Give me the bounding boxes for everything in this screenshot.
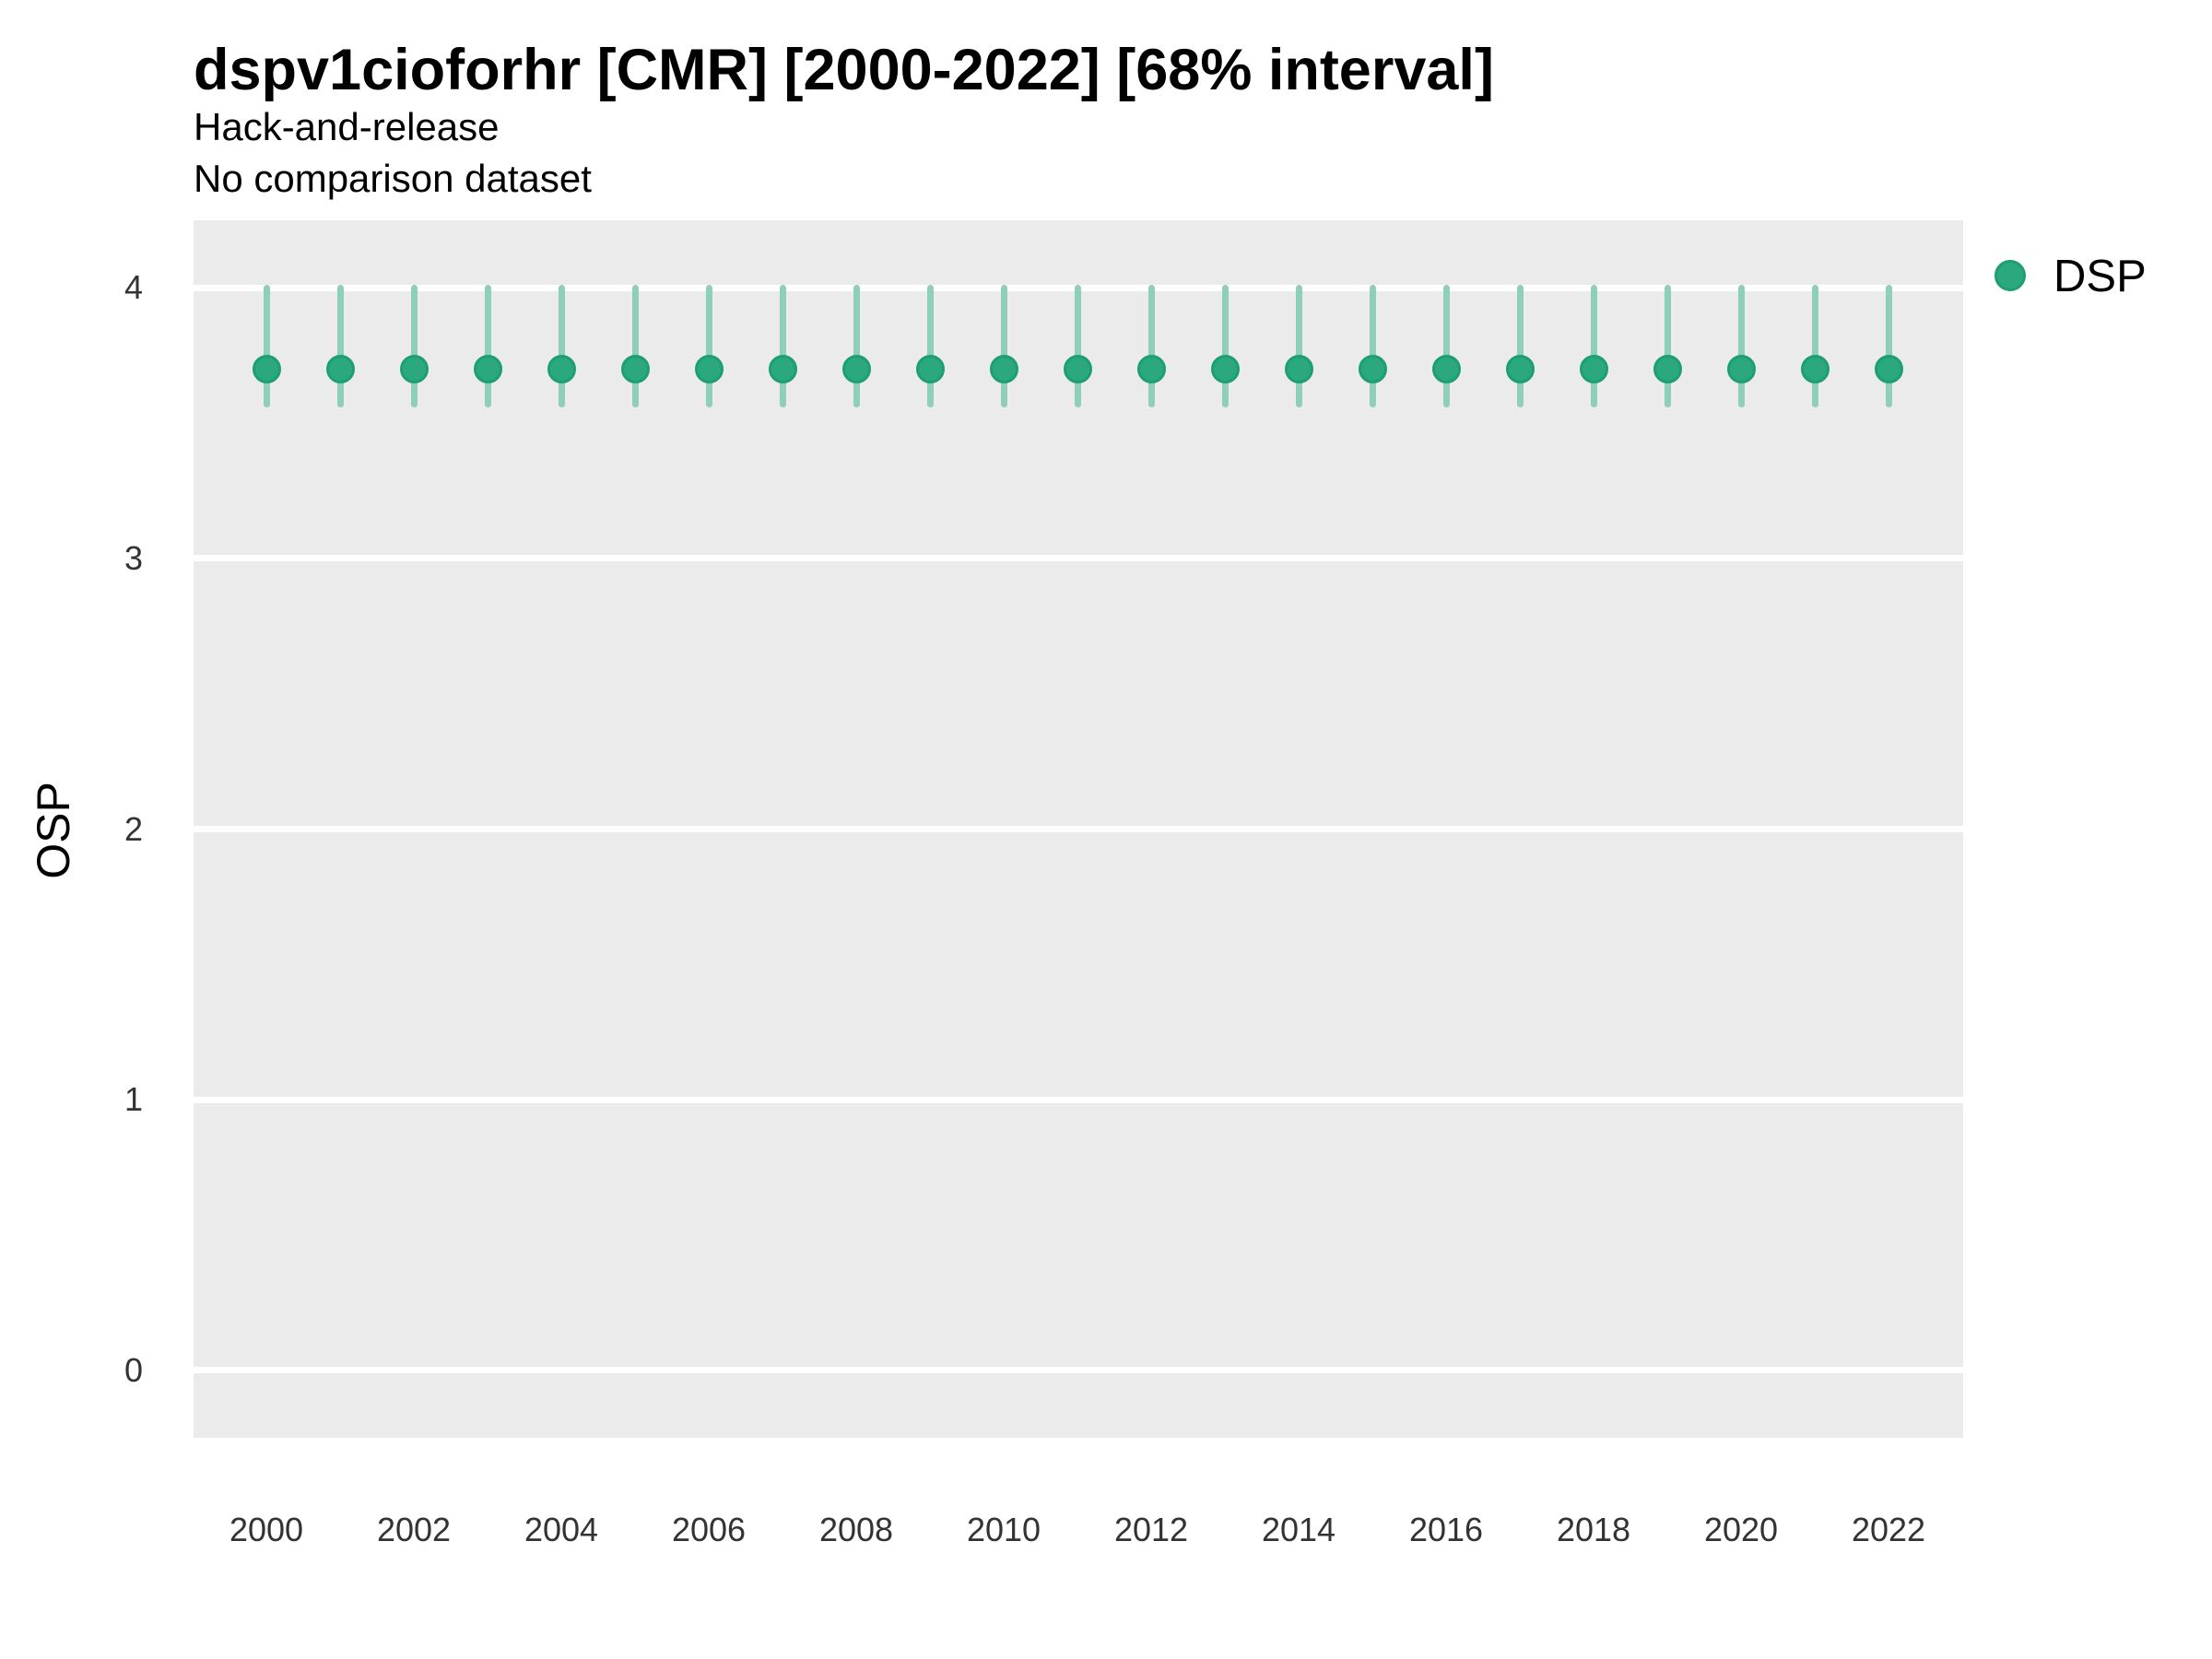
data-point-2015: [1358, 354, 1387, 383]
interval-bar-2016: [1442, 284, 1450, 408]
x-tick-label-2000: 2000: [229, 1511, 304, 1548]
y-tick-label-4: 4: [124, 268, 143, 307]
interval-bar-2012: [1147, 284, 1155, 408]
interval-bar-2002: [410, 284, 418, 408]
data-point-2012: [1136, 354, 1166, 383]
data-point-2004: [547, 354, 576, 383]
gridline-y-1: [194, 1096, 1963, 1103]
data-point-2002: [399, 354, 429, 383]
x-tick-label-2016: 2016: [1408, 1511, 1484, 1548]
interval-bar-2001: [336, 284, 344, 408]
data-point-2021: [1800, 354, 1830, 383]
data-point-2007: [768, 354, 797, 383]
data-point-2000: [252, 354, 281, 383]
gridline-y-2: [194, 826, 1963, 832]
y-tick-label-2: 2: [124, 809, 143, 848]
data-point-2018: [1579, 354, 1608, 383]
data-point-2014: [1284, 354, 1313, 383]
legend-label: DSP: [2053, 252, 2147, 301]
data-point-2022: [1874, 354, 1903, 383]
data-point-2006: [694, 354, 724, 383]
interval-bar-2003: [484, 284, 491, 408]
x-tick-label-2012: 2012: [1113, 1511, 1189, 1548]
interval-bar-2021: [1811, 284, 1818, 408]
data-point-2005: [620, 354, 650, 383]
interval-bar-2019: [1664, 284, 1671, 408]
interval-bar-2020: [1737, 284, 1745, 408]
interval-bar-2011: [1074, 284, 1081, 408]
interval-bar-2006: [705, 284, 712, 408]
interval-bar-2017: [1516, 284, 1524, 408]
y-tick-label-0: 0: [124, 1350, 143, 1389]
data-point-2020: [1726, 354, 1756, 383]
data-point-2009: [915, 354, 945, 383]
interval-bar-2010: [1000, 284, 1007, 408]
interval-bar-2013: [1221, 284, 1229, 408]
interval-bar-2004: [558, 284, 565, 408]
data-point-2008: [841, 354, 871, 383]
plot-panel: [194, 220, 1963, 1438]
chart-subtitle-line-2: No comparison dataset: [194, 157, 592, 200]
y-tick-label-3: 3: [124, 538, 143, 577]
interval-bar-2015: [1369, 284, 1376, 408]
interval-bar-2014: [1295, 284, 1302, 408]
chart-subtitle-line-1: Hack-and-release: [194, 105, 500, 148]
gridline-y-0: [194, 1367, 1963, 1374]
data-point-2016: [1431, 354, 1461, 383]
data-point-2001: [325, 354, 355, 383]
x-tick-label-2010: 2010: [966, 1511, 1041, 1548]
x-tick-label-2022: 2022: [1851, 1511, 1926, 1548]
interval-bar-2005: [631, 284, 639, 408]
data-point-2011: [1063, 354, 1092, 383]
interval-bar-2000: [263, 284, 270, 408]
interval-bar-2018: [1590, 284, 1597, 408]
data-point-2017: [1505, 354, 1535, 383]
data-point-2003: [473, 354, 502, 383]
interval-bar-2009: [926, 284, 934, 408]
interval-bar-2022: [1885, 284, 1892, 408]
data-point-2019: [1653, 354, 1682, 383]
x-tick-label-2008: 2008: [818, 1511, 894, 1548]
x-tick-label-2002: 2002: [376, 1511, 452, 1548]
interval-bar-2007: [779, 284, 786, 408]
x-tick-label-2004: 2004: [524, 1511, 599, 1548]
x-tick-label-2020: 2020: [1703, 1511, 1779, 1548]
data-point-2013: [1210, 354, 1240, 383]
x-tick-label-2014: 2014: [1261, 1511, 1336, 1548]
y-tick-label-1: 1: [124, 1080, 143, 1119]
legend-point-icon: [1994, 260, 2026, 291]
data-point-2010: [989, 354, 1018, 383]
x-tick-label-2006: 2006: [671, 1511, 747, 1548]
chart-title: dspv1cioforhr [CMR] [2000-2022] [68% int…: [194, 38, 1494, 102]
x-tick-label-2018: 2018: [1556, 1511, 1631, 1548]
legend: DSP: [1991, 249, 2203, 304]
gridline-y-3: [194, 555, 1963, 562]
interval-bar-2008: [853, 284, 860, 408]
